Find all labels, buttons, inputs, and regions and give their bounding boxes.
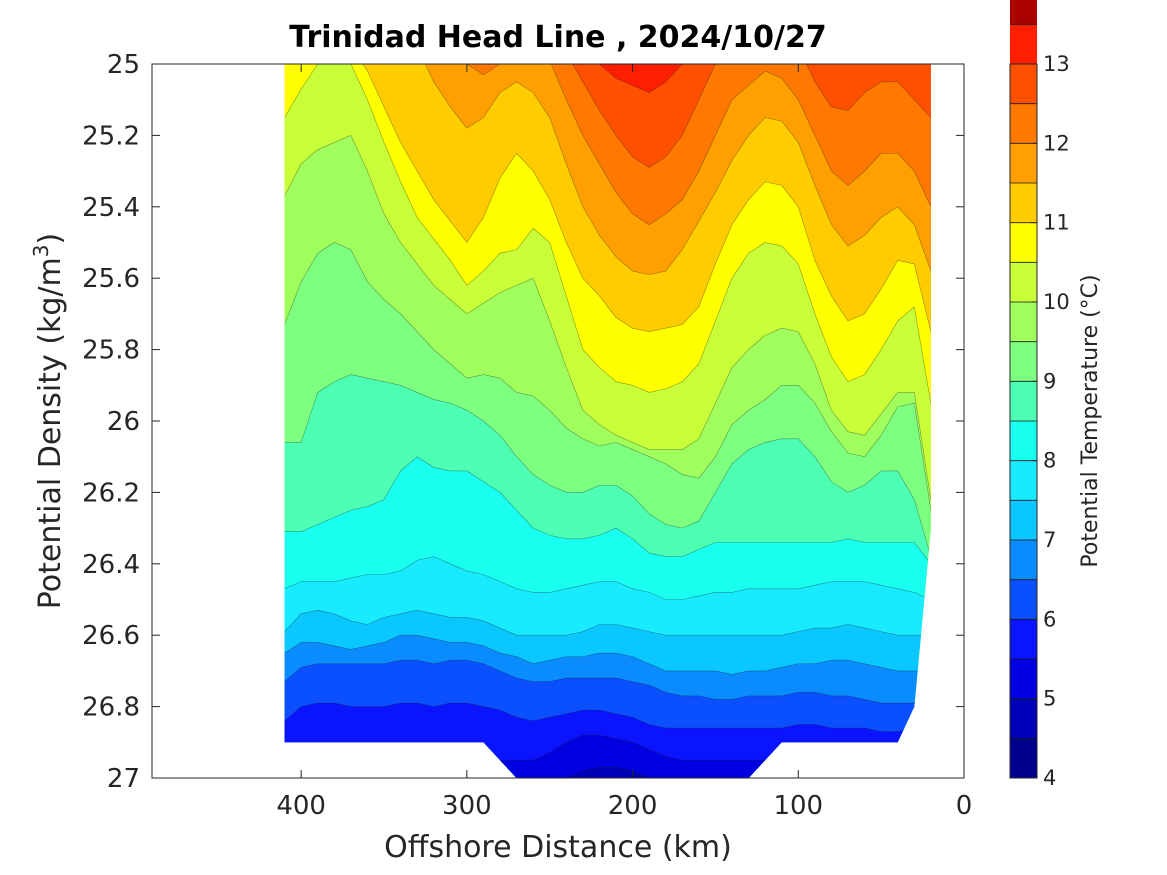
colorbar-tick-label: 13 [1043, 52, 1070, 76]
colorbar-tick-label: 6 [1043, 607, 1056, 631]
y-tick-label: 26 [107, 407, 140, 437]
x-tick-label: 200 [608, 791, 658, 821]
colorbar-tick-label: 4 [1043, 766, 1056, 790]
colorbar-tick-label: 12 [1043, 131, 1070, 155]
y-axis-title: Potential Density (kg/m3) [29, 233, 68, 609]
y-tick-label: 27 [107, 764, 140, 794]
colorbar-tick-label: 11 [1043, 211, 1070, 235]
colorbar-tick-label: 8 [1043, 449, 1056, 473]
colorbar-title: Potential Temperature (°C) [1078, 274, 1103, 567]
colorbar-swatch [1010, 421, 1037, 461]
colorbar-swatch [1010, 579, 1037, 620]
y-tick-label: 26.8 [82, 693, 140, 723]
y-axis-title-close: ) [33, 233, 68, 245]
x-tick-label: 300 [442, 791, 492, 821]
colorbar-swatch [1010, 460, 1037, 501]
x-tick-label: 100 [773, 791, 823, 821]
colorbar-swatch [1010, 262, 1037, 302]
colorbar-swatch [1010, 143, 1037, 183]
y-tick-label: 25.4 [82, 193, 140, 223]
colorbar-tick-label: 5 [1043, 687, 1056, 711]
x-tick-label: 400 [276, 791, 326, 821]
colorbar-swatch [1010, 698, 1037, 739]
y-axis-title-main: Potential Density (kg/m [33, 257, 68, 609]
x-axis: 400 300 200 100 0 [276, 64, 972, 821]
colorbar-swatch [1010, 738, 1037, 778]
colorbar [1010, 0, 1037, 778]
x-axis-title: Offshore Distance (km) [384, 830, 732, 865]
colorbar-frame [1009, 63, 1038, 779]
colorbar-swatch [1010, 0, 1037, 25]
colorbar-swatch [1010, 500, 1037, 540]
colorbar-swatch [1010, 103, 1037, 144]
colorbar-axis: 4 5 6 7 8 9 10 11 12 13 [1031, 52, 1070, 790]
chart-title: Trinidad Head Line , 2024/10/27 [289, 20, 826, 55]
colorbar-swatch [1010, 183, 1037, 223]
y-tick-label: 26.2 [82, 478, 140, 508]
colorbar-swatch [1010, 619, 1037, 659]
y-tick-label: 25.8 [82, 336, 140, 366]
colorbar-tick-label: 9 [1043, 369, 1056, 393]
colorbar-swatch [1010, 540, 1037, 580]
colorbar-swatch [1010, 302, 1037, 342]
y-axis: 25 25.2 25.4 25.6 25.8 26 26.2 26.4 26.6 26.8 27 [82, 50, 964, 794]
y-axis-title-superscript: 3 [29, 244, 53, 257]
colorbar-tick-label: 10 [1043, 290, 1070, 314]
colorbar-swatch [1010, 659, 1037, 699]
colorbar-swatch [1010, 24, 1037, 64]
y-tick-label: 25 [107, 50, 140, 80]
y-tick-label: 25.6 [82, 264, 140, 294]
colorbar-swatch [1010, 222, 1037, 263]
colorbar-swatch [1010, 64, 1037, 104]
y-tick-label: 26.6 [82, 621, 140, 651]
y-tick-label: 25.2 [82, 121, 140, 151]
x-tick-label: 0 [956, 791, 973, 821]
y-tick-label: 26.4 [82, 550, 140, 580]
colorbar-swatch [1010, 341, 1037, 382]
colorbar-swatch [1010, 381, 1037, 421]
colorbar-tick-label: 7 [1043, 528, 1056, 552]
